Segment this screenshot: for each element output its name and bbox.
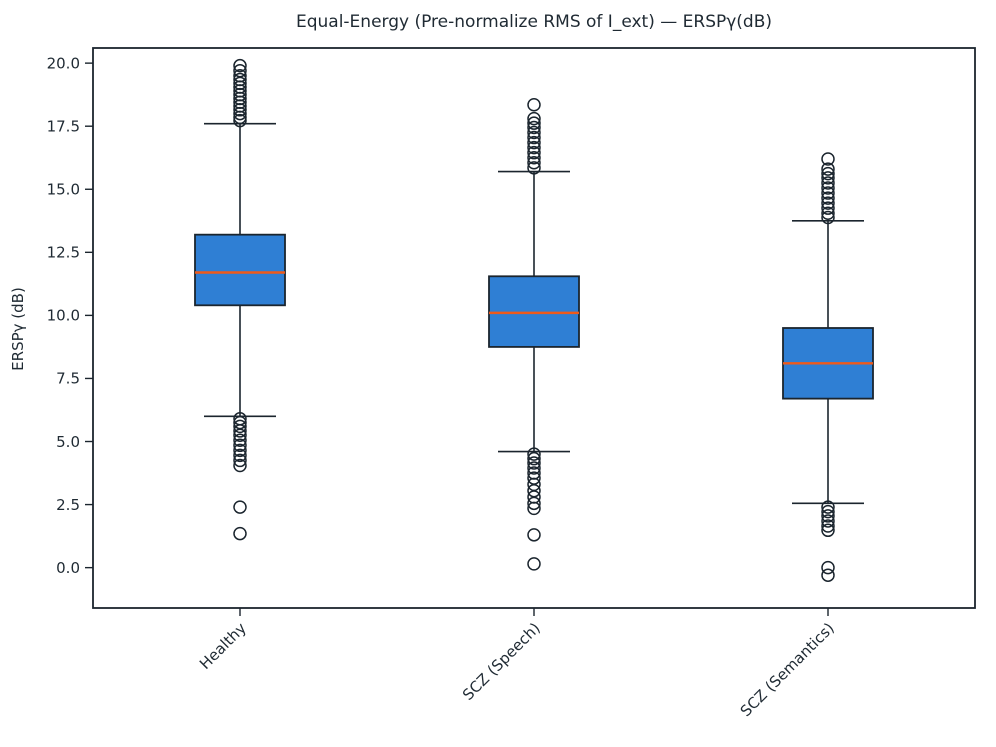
outlier-point <box>821 186 835 200</box>
outlier-point <box>527 125 541 140</box>
y-tick-label: 5.0 <box>56 433 80 451</box>
outlier-point <box>821 560 835 575</box>
outlier-point <box>233 113 247 128</box>
outlier-point <box>233 453 247 468</box>
outlier-point <box>821 509 835 523</box>
outlier-point <box>527 557 541 571</box>
y-tick-label: 17.5 <box>47 117 80 135</box>
outlier-point <box>821 162 835 176</box>
y-tick-label: 2.5 <box>56 496 80 514</box>
outlier-point <box>527 447 541 461</box>
outlier-point <box>527 120 541 135</box>
outlier-point <box>527 451 541 466</box>
chart-title: Equal-Energy (Pre-normalize RMS of I_ext… <box>295 12 773 32</box>
outlier-point <box>821 171 835 185</box>
box-iqr <box>194 233 286 307</box>
outlier-point <box>821 201 835 215</box>
outlier-point <box>233 106 247 121</box>
outlier-point <box>821 176 835 190</box>
outlier-point <box>821 504 835 519</box>
outlier-point <box>821 568 835 582</box>
y-tick-label: 20.0 <box>47 54 80 72</box>
box-iqr <box>488 275 580 348</box>
outlier-point <box>821 500 835 514</box>
outlier-point <box>527 496 541 511</box>
outlier-point <box>527 111 541 126</box>
outlier-point <box>233 58 247 73</box>
y-tick-label: 12.5 <box>47 244 80 262</box>
outlier-point <box>527 456 541 470</box>
outlier-point <box>821 152 835 166</box>
outlier-point <box>233 428 247 442</box>
outlier-point <box>821 519 835 533</box>
outlier-point <box>527 161 541 175</box>
outlier-point <box>821 181 835 195</box>
outlier-point <box>233 433 247 448</box>
outlier-point <box>233 110 247 125</box>
outlier-point <box>233 438 247 453</box>
outlier-point <box>527 135 541 150</box>
outlier-point <box>527 461 541 475</box>
outlier-point <box>821 210 835 225</box>
outlier-point <box>527 140 541 155</box>
outlier-point <box>821 514 835 528</box>
outlier-point <box>821 523 835 538</box>
y-tick-label: 0.0 <box>56 559 80 577</box>
outlier-point <box>233 419 247 434</box>
y-axis-label: ERSPγ (dB) <box>9 287 27 371</box>
outlier-point <box>527 156 541 170</box>
outlier-point <box>821 196 835 210</box>
y-tick-label: 7.5 <box>56 370 80 388</box>
outlier-point <box>233 103 247 117</box>
outlier-point <box>233 458 247 473</box>
outlier-point <box>233 500 247 514</box>
y-tick-label: 15.0 <box>47 181 80 199</box>
outlier-point <box>527 145 541 160</box>
outlier-point <box>527 130 541 145</box>
outlier-point <box>233 448 247 463</box>
outlier-point <box>233 526 247 541</box>
x-category-label: Healthy <box>196 619 250 673</box>
axes-frame <box>92 47 976 609</box>
y-tick-label: 10.0 <box>47 307 80 325</box>
outlier-point <box>821 166 835 181</box>
outlier-point <box>527 528 541 542</box>
outlier-point <box>233 443 247 458</box>
outlier-point <box>821 206 835 220</box>
outlier-point <box>233 424 247 438</box>
outlier-point <box>821 191 835 205</box>
outlier-point <box>527 501 541 516</box>
x-category-label: SCZ (Semantics) <box>737 619 838 720</box>
outlier-point <box>527 150 541 165</box>
outlier-point <box>527 98 541 112</box>
x-category-label: SCZ (Speech) <box>459 619 544 704</box>
outlier-point <box>527 116 541 130</box>
